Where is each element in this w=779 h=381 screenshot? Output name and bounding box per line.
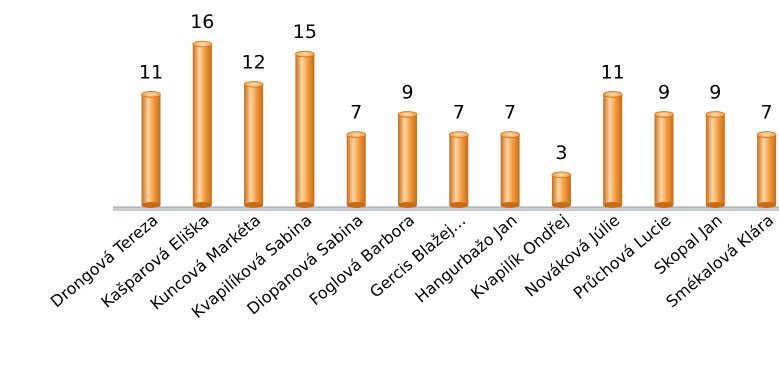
bar [295, 54, 315, 205]
bar-base [654, 202, 674, 208]
bar-base [603, 202, 623, 208]
bar-cap [756, 131, 777, 138]
bar-cap [192, 40, 213, 48]
data-label: 15 [293, 21, 317, 43]
data-label: 9 [709, 81, 721, 103]
data-label: 16 [190, 11, 214, 33]
bar-base [295, 202, 315, 208]
bar-cap [551, 171, 572, 179]
bar [141, 94, 161, 205]
data-label: 7 [453, 102, 465, 124]
bar-cap [705, 111, 726, 118]
bar [551, 174, 571, 205]
data-label: 7 [504, 102, 516, 124]
bar [398, 114, 417, 205]
bar-cap [141, 91, 161, 98]
bar-base [449, 202, 469, 208]
bar [500, 134, 520, 205]
bar-cap [397, 111, 418, 118]
bar-base [705, 202, 725, 208]
bar-cap [602, 91, 623, 98]
bar-cap [500, 131, 520, 138]
bar [757, 134, 777, 205]
data-label: 12 [242, 51, 266, 73]
bar [603, 94, 623, 205]
data-label: 11 [601, 61, 625, 83]
bar-base [244, 202, 264, 208]
bar-base [192, 202, 212, 208]
bar-cap [243, 80, 264, 88]
data-label: 3 [555, 142, 567, 164]
bar-base [141, 202, 161, 208]
bar-cap [654, 111, 674, 118]
bar-base [757, 202, 777, 208]
bar [705, 114, 725, 205]
data-label: 9 [658, 81, 670, 103]
data-label: 11 [139, 61, 163, 83]
bar-base [551, 202, 571, 208]
bar-base [398, 202, 417, 208]
bar-cap [346, 131, 367, 138]
data-label: 7 [761, 102, 773, 124]
bar [192, 44, 212, 205]
data-label: 7 [350, 102, 362, 124]
chart-floor [113, 207, 779, 211]
bar [449, 134, 469, 205]
bar-cap [295, 50, 315, 58]
bar-cap [448, 131, 469, 138]
bar [346, 134, 366, 205]
bar-base [346, 202, 366, 208]
bar [654, 114, 674, 205]
bar [244, 84, 264, 205]
data-label: 9 [401, 81, 413, 103]
bar-base [500, 202, 520, 208]
